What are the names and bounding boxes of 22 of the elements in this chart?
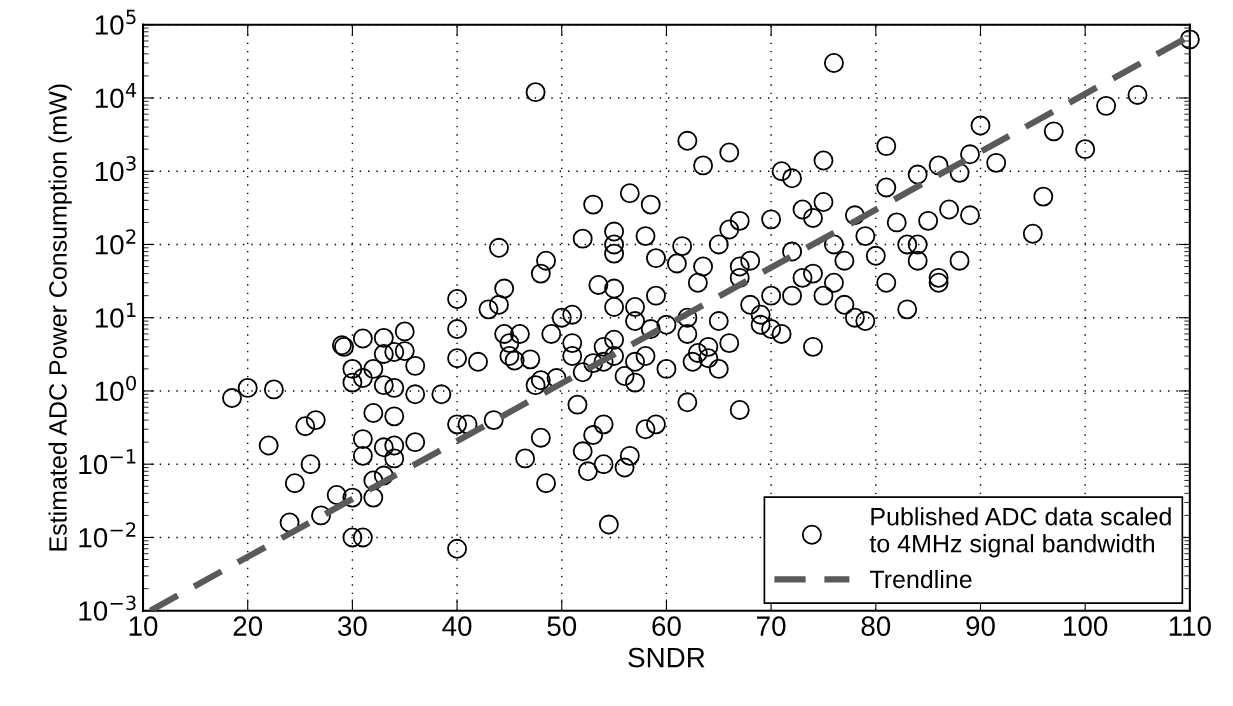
y-tick-label: 10$^{0}$	[95, 375, 136, 402]
y-tick-label: 10$^{4}$	[95, 83, 137, 109]
x-tick-label: 80	[861, 616, 891, 636]
x-tick-label: 20	[233, 616, 263, 636]
x-tick-label: 100	[1064, 616, 1108, 636]
y-tick-label: 10$^{3}$	[95, 155, 136, 182]
y-tick-label: 10$^{−1}$	[79, 449, 136, 475]
x-tick-label: 70	[757, 616, 786, 636]
y-tick-label: 10$^{5}$	[95, 9, 136, 35]
x-axis-title: SNDR	[628, 647, 705, 668]
x-tick-label: 90	[966, 616, 995, 636]
legend-label: Published ADC data scaled to 4MHz signal bandwidth	[869, 507, 1171, 558]
x-tick-label: 110	[1169, 616, 1211, 636]
y-tick-label: 10$^{1}$	[95, 302, 136, 328]
x-tick-label: 50	[547, 616, 577, 636]
y-tick-label: 10$^{−2}$	[79, 522, 136, 548]
legend-label: Trendline	[869, 569, 972, 589]
x-tick-label: 60	[652, 616, 681, 636]
y-axis-title: Estimated ADC Power Consumption (mW)	[48, 84, 72, 551]
x-tick-label: 40	[442, 616, 472, 636]
x-tick-label: 30	[338, 616, 367, 636]
y-tick-label: 10$^{2}$	[95, 229, 136, 255]
